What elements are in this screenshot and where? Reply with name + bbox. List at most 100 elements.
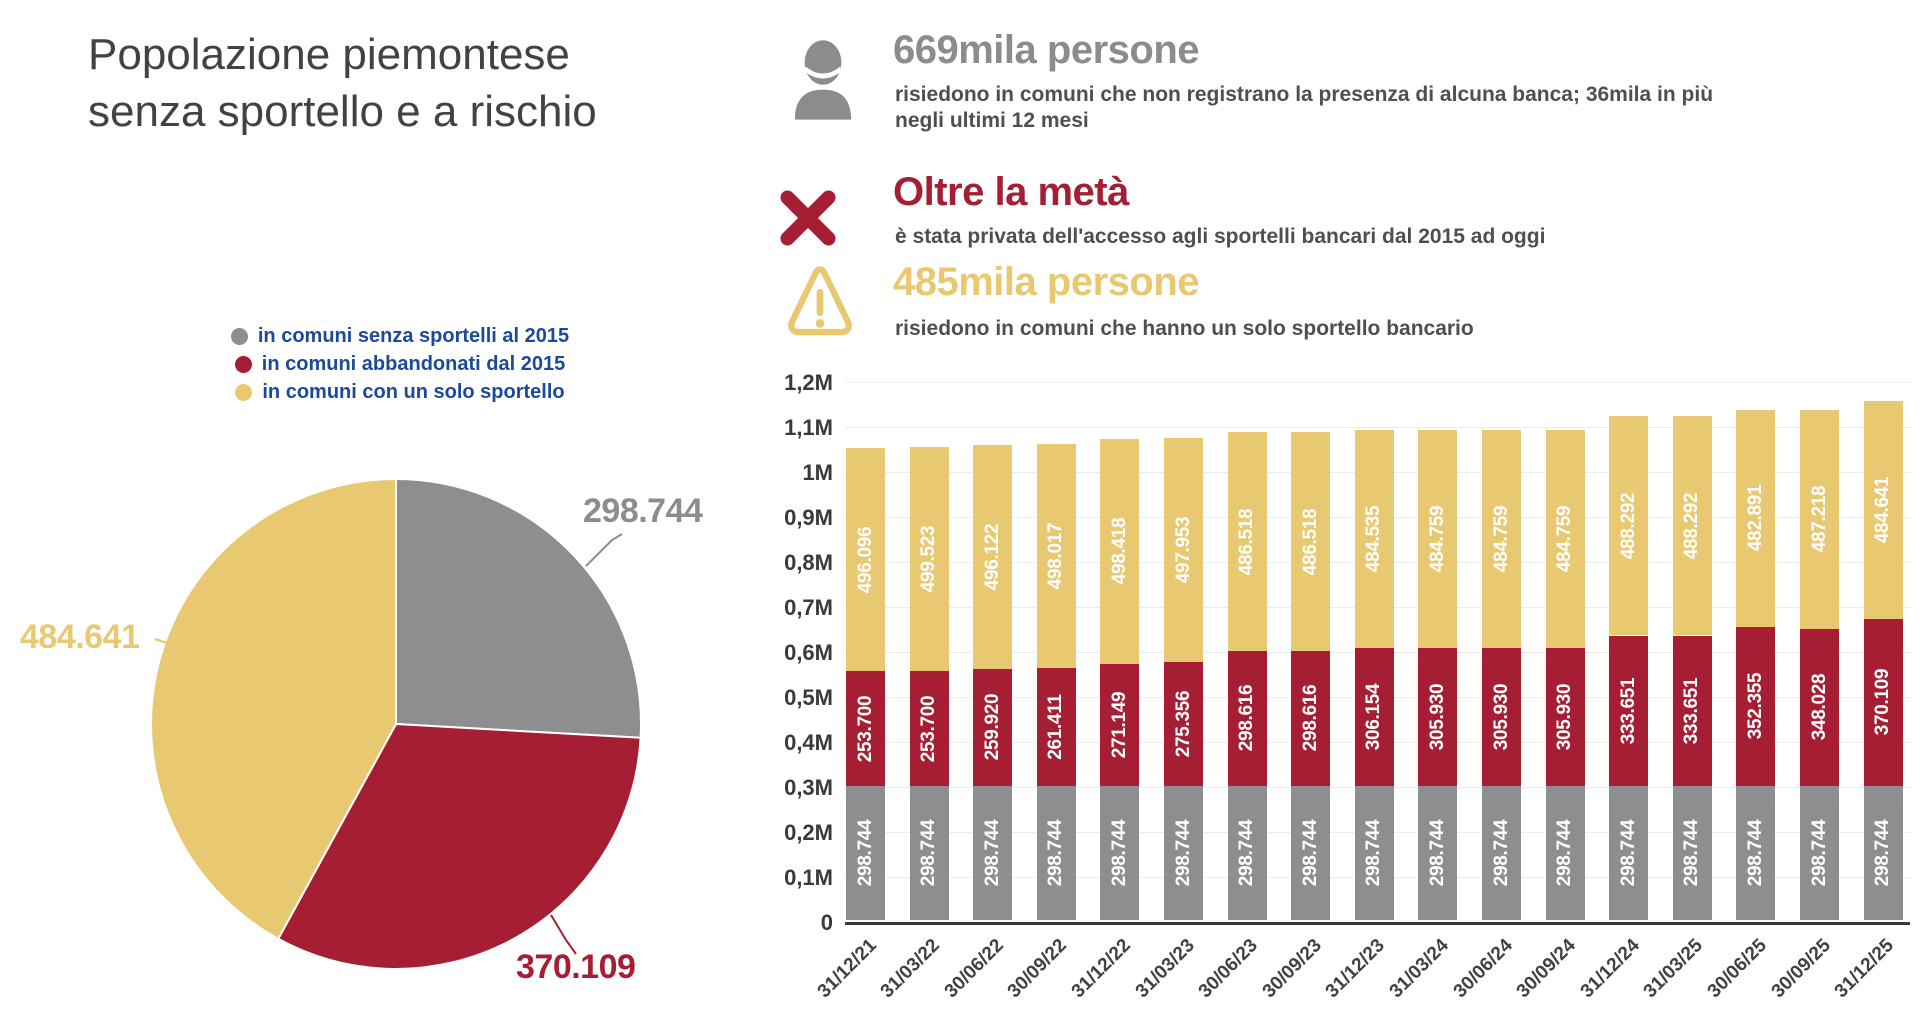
bar-31-12-25: 298.744 370.109 484.641 xyxy=(1863,400,1903,920)
legend-item-red: in comuni abbandonati dal 2015 xyxy=(130,350,670,378)
page-title-line1: Popolazione piemontese xyxy=(88,30,570,79)
bar-segment-gray: 298.744 xyxy=(1736,785,1776,920)
bar-value-label: 370.109 xyxy=(1872,669,1894,736)
legend: in comuni senza sportelli al 2015 in comu… xyxy=(130,322,670,406)
bar-segment-gray: 298.744 xyxy=(1100,785,1140,920)
bar-segment-gray: 298.744 xyxy=(1227,785,1267,920)
y-axis-label: 0,4M xyxy=(784,730,833,755)
bar-value-label: 298.744 xyxy=(918,819,940,887)
bar-segment-yellow: 497.953 xyxy=(1164,437,1203,662)
stat-heading-669mila: 669mila persone xyxy=(893,28,1200,72)
bar-segment-red: 333.651 xyxy=(1609,635,1649,786)
stat-description-line1: risiedono in comuni che non registrano l… xyxy=(895,83,1714,106)
bar-chart: 0 0,1M 0,2M 0,3M 0,4M 0,5M 0,6M 0,7M 0,8M 0,9M 1M 1… xyxy=(784,370,1910,1002)
bar-segment-red: 370.109 xyxy=(1863,619,1903,786)
grid-line xyxy=(845,427,1910,428)
bar-segment-gray: 298.744 xyxy=(1863,785,1903,920)
bar-value-label: 298.744 xyxy=(1490,819,1512,887)
bar-segment-red: 305.930 xyxy=(1482,647,1521,786)
bar-segment-yellow: 499.523 xyxy=(909,446,949,672)
bar-segment-gray: 298.744 xyxy=(1609,785,1649,920)
bar-segment-yellow: 486.518 xyxy=(1291,432,1331,652)
bar-value-label: 305.930 xyxy=(1490,683,1512,751)
bar-segment-red: 298.616 xyxy=(1227,651,1267,786)
y-axis-label: 0,5M xyxy=(784,685,833,710)
bar-segment-gray: 298.744 xyxy=(846,785,885,920)
grid-line xyxy=(845,382,1910,383)
pie-label-connector-yellow xyxy=(154,637,177,648)
warning-icon xyxy=(788,266,852,336)
pie-label-connector-gray xyxy=(585,533,623,567)
bar-value-label: 348.028 xyxy=(1808,674,1830,741)
bar-segment-yellow: 484.641 xyxy=(1863,400,1903,619)
bar-value-label: 497.953 xyxy=(1172,516,1194,583)
page-title-line2: senza sportello e a rischio xyxy=(88,87,597,136)
bar-segment-gray: 298.744 xyxy=(1545,785,1585,920)
pie-value-label-gray: 298.744 xyxy=(583,492,703,530)
bar-value-label: 275.356 xyxy=(1172,690,1194,757)
x-axis-line xyxy=(845,922,1910,925)
bar-segment-red: 352.355 xyxy=(1736,627,1776,786)
bar-31-12-22: 298.744 271.149 498.418 xyxy=(1100,439,1140,920)
bar-value-label: 484.759 xyxy=(1554,505,1576,573)
bar-value-label: 298.744 xyxy=(1872,819,1894,887)
bar-30-09-25: 298.744 348.028 487.218 xyxy=(1800,409,1839,920)
bar-segment-red: 305.930 xyxy=(1545,647,1585,786)
bar-value-label: 259.920 xyxy=(981,693,1003,761)
bar-value-label: 333.651 xyxy=(1681,677,1703,744)
bar-value-label: 298.616 xyxy=(1236,685,1258,752)
bar-segment-yellow: 488.292 xyxy=(1609,415,1649,636)
stat-heading-485mila: 485mila persone xyxy=(893,260,1200,304)
bar-30-06-25: 298.744 352.355 482.891 xyxy=(1736,409,1776,920)
stat-description-line1: è stata privata dell'accesso agli sporte… xyxy=(895,225,1546,248)
bar-segment-yellow: 498.017 xyxy=(1036,443,1076,668)
pie-slice-yellow xyxy=(150,477,397,941)
cross-icon xyxy=(780,190,836,246)
bar-value-label: 486.518 xyxy=(1299,508,1321,576)
bar-value-label: 488.292 xyxy=(1681,492,1703,559)
y-axis-label: 0 xyxy=(820,910,833,935)
y-axis-label: 0,7M xyxy=(784,595,833,620)
bar-segment-gray: 298.744 xyxy=(1164,785,1203,920)
bar-value-label: 496.122 xyxy=(981,523,1003,591)
legend-label: in comuni senza sportelli al 2015 xyxy=(257,324,570,347)
pie-value-label-red: 370.109 xyxy=(516,948,636,986)
y-axis-label: 0,2M xyxy=(784,820,833,845)
stat-description-485mila: risiedono in comuni che hanno un solo sp… xyxy=(895,316,1755,342)
bar-segment-red: 333.651 xyxy=(1672,635,1712,786)
legend-item-yellow: in comuni con un solo sportello xyxy=(130,378,670,406)
bar-segment-yellow: 484.759 xyxy=(1418,429,1458,648)
bar-segment-red: 271.149 xyxy=(1100,663,1140,786)
bar-segment-red: 253.700 xyxy=(909,671,949,786)
bar-value-label: 298.744 xyxy=(1236,819,1258,887)
bar-30-06-24: 298.744 305.930 484.759 xyxy=(1482,429,1521,920)
bar-value-label: 298.744 xyxy=(1363,819,1385,887)
bar-segment-red: 253.700 xyxy=(846,671,885,786)
bar-segment-yellow: 486.518 xyxy=(1227,432,1267,652)
legend-label: in comuni con un solo sportello xyxy=(262,380,565,403)
bar-value-label: 498.017 xyxy=(1045,522,1067,590)
legend-swatch-yellow xyxy=(235,383,253,401)
bar-segment-red: 261.411 xyxy=(1036,668,1076,786)
bar-value-label: 499.523 xyxy=(918,525,940,593)
bar-30-09-24: 298.744 305.930 484.759 xyxy=(1545,429,1585,920)
bar-segment-gray: 298.744 xyxy=(1672,785,1712,920)
bar-value-label: 261.411 xyxy=(1045,694,1067,760)
bar-31-12-24: 298.744 333.651 488.292 xyxy=(1609,415,1649,920)
bar-value-label: 496.096 xyxy=(854,526,876,594)
bar-31-12-23: 298.744 306.154 484.535 xyxy=(1354,429,1394,920)
bar-value-label: 298.744 xyxy=(1426,819,1448,887)
y-axis-label: 0,8M xyxy=(784,550,833,575)
bar-value-label: 253.700 xyxy=(918,695,940,762)
bar-value-label: 306.154 xyxy=(1363,683,1385,750)
bar-31-03-25: 298.744 333.651 488.292 xyxy=(1672,415,1712,920)
bar-value-label: 482.891 xyxy=(1744,485,1766,552)
bar-value-label: 484.535 xyxy=(1363,505,1385,573)
bar-segment-yellow: 488.292 xyxy=(1672,415,1712,636)
bar-31-12-21: 298.744 253.700 496.096 xyxy=(846,448,885,920)
bar-value-label: 484.759 xyxy=(1490,505,1512,573)
bar-value-label: 298.744 xyxy=(1299,819,1321,887)
bar-value-label: 298.744 xyxy=(1108,819,1130,887)
bar-segment-gray: 298.744 xyxy=(1800,785,1839,920)
bar-segment-yellow: 496.096 xyxy=(846,448,885,672)
